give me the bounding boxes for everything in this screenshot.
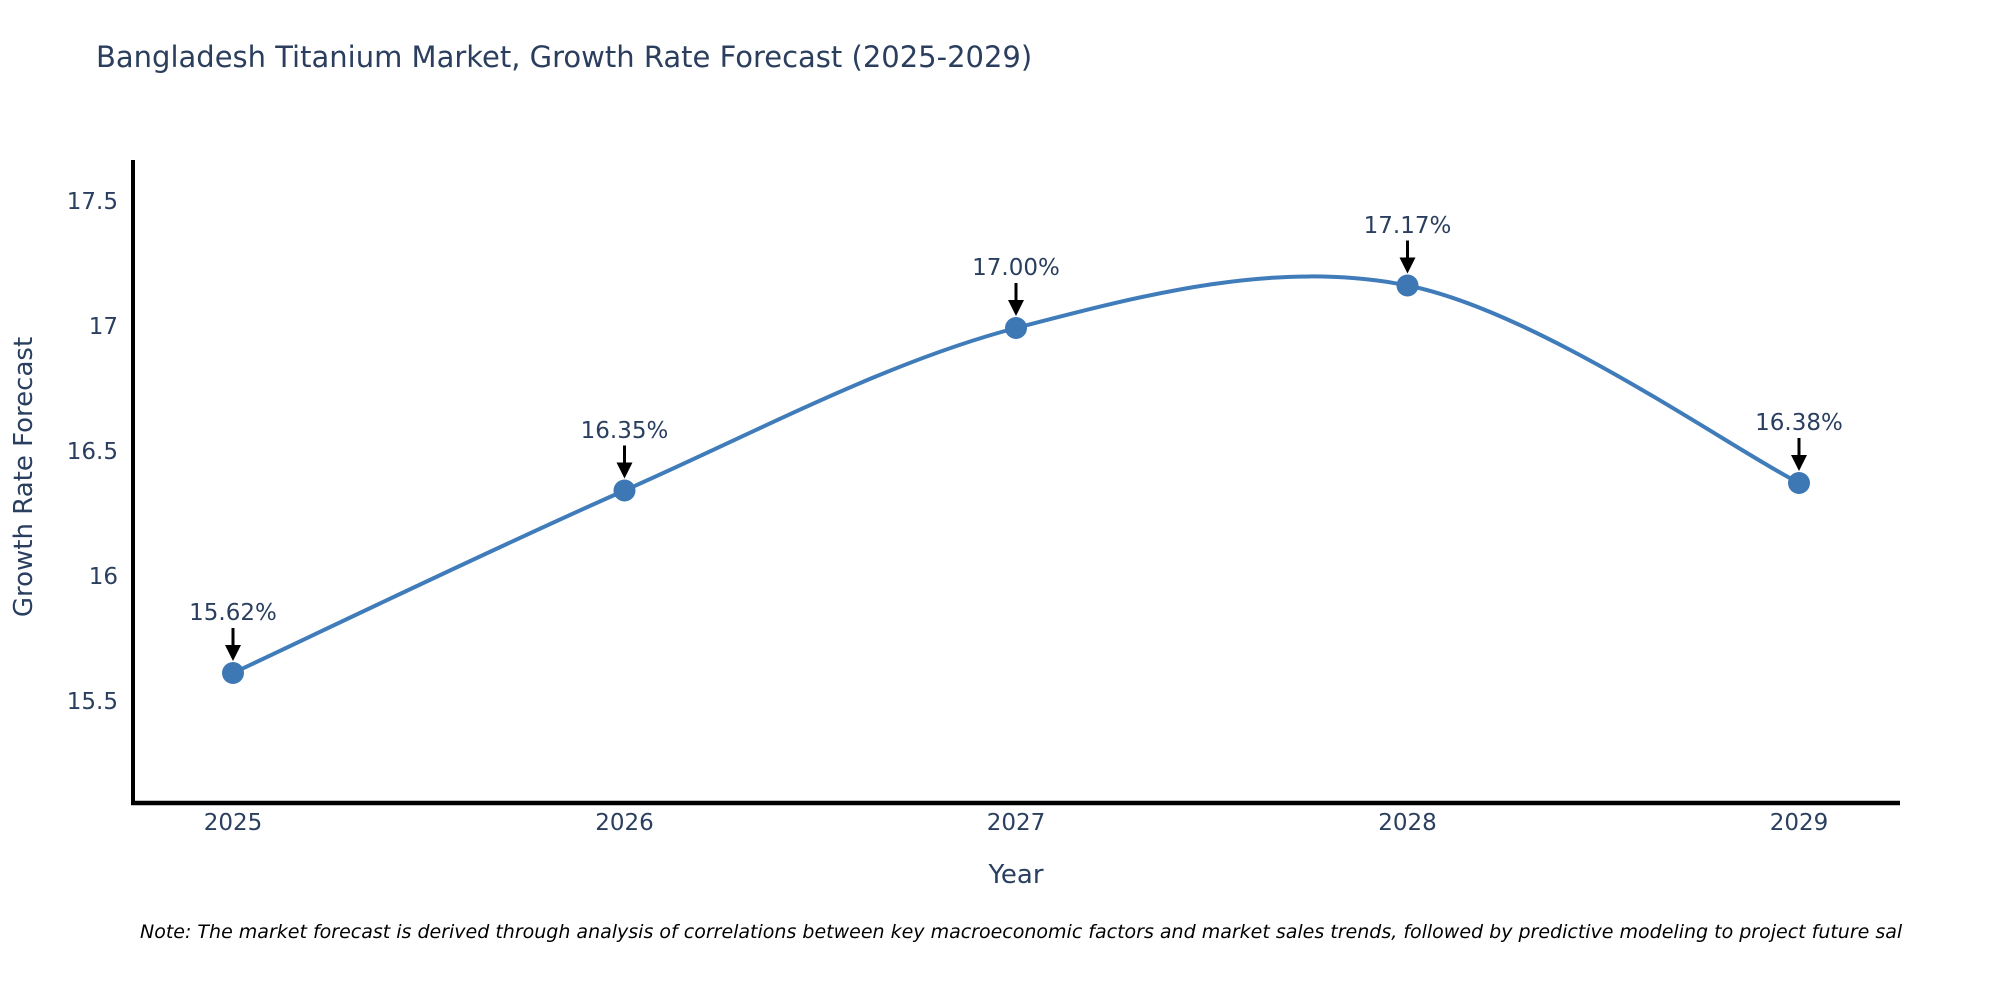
annotation-arrow-head [225,645,241,661]
y-tick-label: 16.5 [66,439,118,465]
data-point-marker [613,479,636,502]
data-point-label: 16.38% [1755,410,1843,436]
data-point-marker [1005,317,1027,339]
data-point-label: 16.35% [580,417,669,444]
data-point-marker [1396,274,1419,297]
x-tick-label: 2027 [986,810,1046,836]
y-axis-title: Growth Rate Forecast [9,336,39,618]
x-tick-label: 2028 [1378,810,1437,836]
annotation-arrow-head [1791,455,1807,471]
data-point-label: 17.00% [972,255,1060,281]
chart-title: Bangladesh Titanium Market, Growth Rate … [96,40,1033,74]
annotation-arrow-head [1399,257,1416,274]
y-tick-label: 17.5 [66,189,118,215]
annotation-arrow-head [616,462,633,479]
y-tick-label: 15.5 [66,689,118,715]
annotation-arrow-head [1008,300,1024,316]
x-tick-label: 2026 [595,810,654,836]
data-point-marker [222,662,244,684]
x-axis-title: Year [988,860,1044,890]
x-tick-label: 2025 [203,810,263,836]
data-point-label: 17.17% [1363,212,1452,239]
data-point-label: 15.62% [189,600,277,626]
y-tick-label: 17 [88,314,118,340]
chart-note: Note: The market forecast is derived thr… [140,921,1903,943]
data-point-marker [1788,472,1810,494]
x-tick-label: 2029 [1769,810,1829,836]
y-tick-label: 16 [88,564,118,590]
